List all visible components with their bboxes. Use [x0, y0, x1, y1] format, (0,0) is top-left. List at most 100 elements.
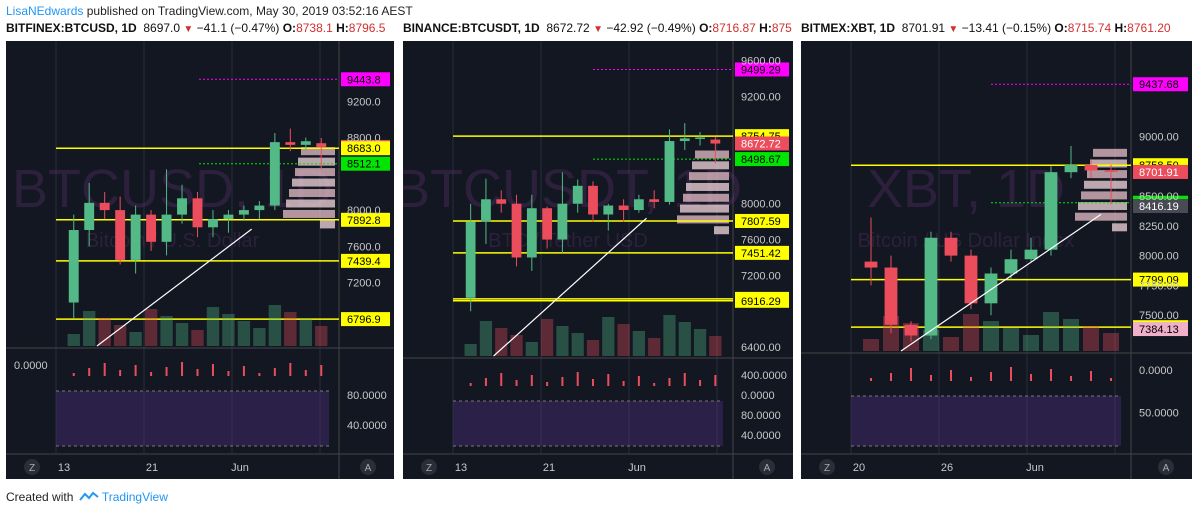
high-value: 8796.5: [348, 21, 386, 35]
y-tick-label: 9000.00: [1139, 131, 1179, 143]
candle-body: [924, 237, 938, 336]
candle-body: [496, 199, 507, 204]
open-value: 8738.1: [296, 21, 333, 35]
candle-body: [208, 219, 218, 228]
zoom-button[interactable]: [819, 459, 835, 475]
volume-profile-bar: [1090, 159, 1127, 168]
zoom-button[interactable]: [421, 459, 437, 475]
volume-profile-bar: [680, 204, 729, 213]
volume-profile-bar: [1112, 223, 1127, 232]
auto-scale-button[interactable]: [759, 459, 775, 475]
candle-body: [146, 214, 157, 242]
chart-title: BITMEX:XBT, 1D: [801, 21, 896, 35]
chart-panel-xbt[interactable]: XBT, 1D Bitcoin / US Dollar Index 9437.68 8…: [801, 41, 1192, 479]
price-label-box: [341, 212, 390, 227]
author-link[interactable]: LisaNEdwards: [6, 4, 84, 18]
price-label-box: [341, 312, 390, 327]
price-label: 9443.8: [347, 74, 381, 86]
volume-bar: [268, 305, 282, 346]
candle-body: [633, 199, 644, 211]
created-with-text: Created with: [6, 490, 74, 504]
price-label-box: [735, 152, 789, 167]
y-tick-label: 7750.00: [1139, 280, 1179, 292]
candle-body: [238, 210, 249, 215]
price-label-box: [1133, 77, 1188, 92]
volume-bar: [693, 329, 707, 356]
volume-bar: [175, 323, 189, 346]
chart-svg: XBT, 1D Bitcoin / US Dollar Index 9437.68 8…: [801, 41, 1192, 479]
volume-bar: [983, 321, 999, 351]
volume-bar: [943, 337, 959, 351]
volume-bar: [1043, 312, 1059, 351]
price-label-box: [341, 156, 390, 171]
price-label-box: [735, 213, 789, 228]
price-label: 8683.0: [347, 143, 381, 155]
candle-body: [964, 255, 978, 304]
watermark-subtitle: Bitcoin / U.S. Dollar: [86, 230, 260, 252]
volume-profile-bar: [683, 193, 729, 202]
candle-body: [192, 198, 203, 228]
watermark-subtitle: Bitcoin / US Dollar Index: [858, 230, 1075, 252]
open-value: 8716.87: [712, 21, 756, 35]
y-tick-label: 8000.00: [741, 199, 781, 211]
volume-bar: [923, 330, 939, 351]
open-label: O:: [282, 21, 297, 35]
price-label: 8498.67: [741, 154, 781, 166]
candle-body: [904, 324, 918, 336]
volume-bar: [1083, 326, 1099, 351]
volume-bar: [510, 335, 523, 356]
x-tick-label: 26: [941, 462, 953, 474]
high-value: 8761.20: [1127, 21, 1171, 35]
chart-title: BINANCE:BTCUSDT, 1D: [403, 21, 540, 35]
tradingview-link[interactable]: TradingView: [101, 490, 168, 504]
osc-tick-label: 0.0000: [741, 390, 775, 402]
candle-body: [984, 273, 998, 304]
candle-body: [542, 208, 553, 240]
volume-profile-bar: [320, 220, 335, 229]
volume-bar: [863, 339, 879, 351]
candle-body: [161, 214, 172, 242]
volume-profile-bar: [1087, 170, 1127, 179]
zoom-icon: Z: [824, 463, 830, 474]
volume-bar: [709, 336, 722, 356]
volume-bar: [479, 321, 493, 356]
y-tick-label: 8000.00: [1139, 251, 1179, 263]
price-label-box: [1133, 164, 1188, 179]
volume-bar: [963, 314, 979, 351]
price-label: 7384.13: [1139, 324, 1179, 336]
chart-header-2: BINANCE:BTCUSDT, 1D 8672.72 ▼ −42.92 (−0…: [403, 21, 793, 39]
candle-body: [557, 203, 568, 240]
volume-bar: [617, 324, 630, 356]
volume-bar: [464, 344, 477, 356]
candle-body: [68, 230, 79, 303]
auto-scale-button[interactable]: [360, 459, 376, 475]
y-tick-label: 7600.00: [741, 235, 781, 247]
zoom-button[interactable]: [24, 459, 40, 475]
volume-profile-bar: [286, 199, 335, 208]
candle-body: [285, 142, 296, 145]
osc-tick-label: 80.0000: [741, 410, 781, 422]
auto-scale-button[interactable]: [1158, 459, 1174, 475]
volume-bar: [541, 319, 554, 356]
osc-tick-label: 50.0000: [1139, 408, 1179, 420]
last-price: 8701.91: [901, 21, 946, 35]
volume-bar: [1023, 335, 1039, 351]
y-tick-label: 8000.0: [347, 205, 381, 217]
high-label: H:: [1114, 21, 1128, 35]
candle-body: [1104, 170, 1118, 172]
y-tick-label: 7600.0: [347, 241, 381, 253]
candle-body: [84, 202, 95, 231]
price-label-box: [341, 141, 390, 156]
volume-bar: [1063, 319, 1079, 351]
price-label: 8701.91: [1139, 167, 1179, 179]
volume-bar: [571, 333, 584, 356]
open-label: O:: [699, 21, 713, 35]
zoom-icon: Z: [29, 463, 35, 474]
volume-bar: [98, 318, 111, 346]
x-tick-label: 13: [455, 462, 467, 474]
volume-bar: [206, 307, 220, 346]
